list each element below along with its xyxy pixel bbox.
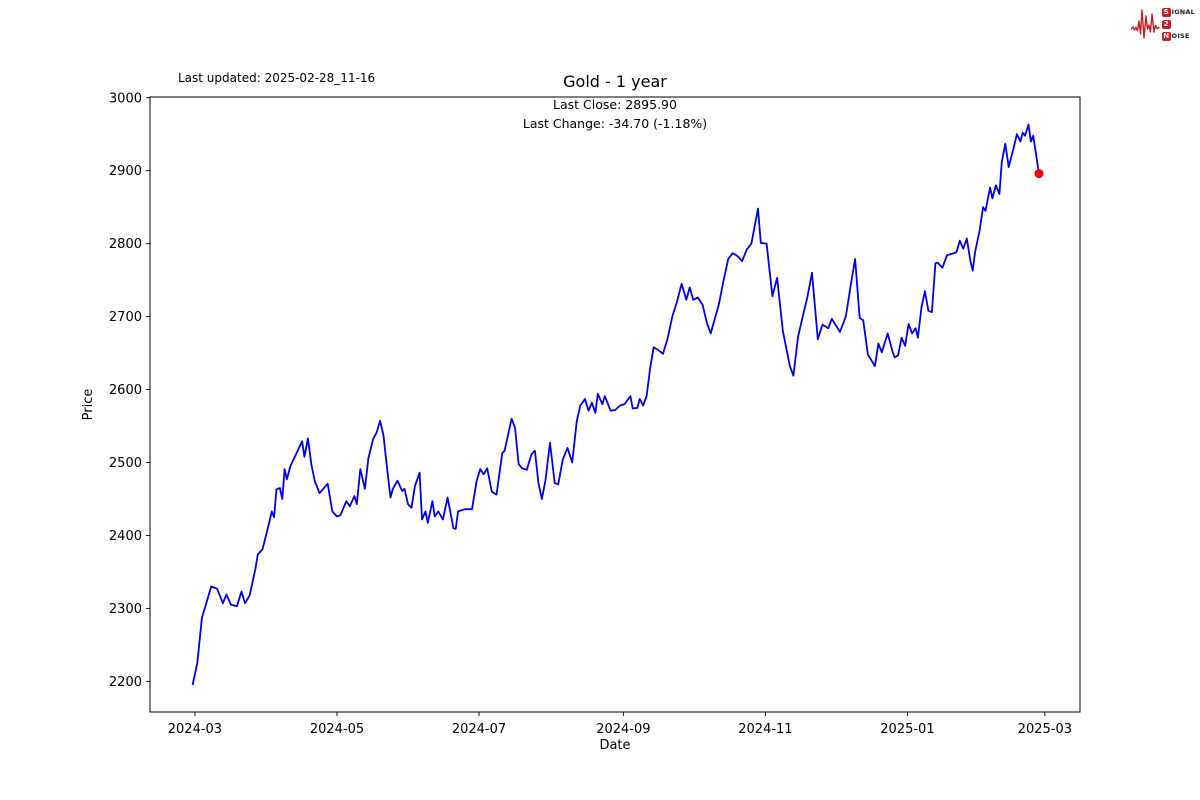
x-tick-label: 2024-11	[738, 722, 792, 737]
y-tick-label: 2800	[109, 237, 142, 252]
last-change-annotation: Last Change: -34.70 (-1.18%)	[522, 116, 708, 131]
y-axis-label: Price	[81, 389, 96, 421]
logo-badge-2: 2	[1161, 19, 1171, 29]
y-tick-label: 2300	[109, 602, 142, 617]
ecg-waveform-icon	[1130, 9, 1160, 39]
logo-row-2: 2	[1161, 19, 1195, 30]
x-tick-label: 2025-03	[1018, 722, 1072, 737]
logo-row-signal: S IGNAL	[1161, 7, 1195, 18]
y-tick-label: 2200	[109, 675, 142, 690]
x-tick-label: 2024-05	[310, 722, 364, 737]
price-line	[191, 123, 1040, 686]
y-tick-label: 2400	[109, 529, 142, 544]
x-tick-label: 2024-03	[168, 722, 222, 737]
logo-text: S IGNAL 2 N OISE	[1161, 7, 1195, 42]
y-tick-label: 2700	[109, 310, 142, 325]
last-close-annotation: Last Close: 2895.90	[553, 97, 677, 112]
axes-frame	[149, 96, 1081, 713]
logo-badge-n: N	[1161, 31, 1171, 41]
logo-badge-s: S	[1161, 7, 1171, 17]
x-tick-label: 2025-01	[880, 722, 934, 737]
logo-text-oise: OISE	[1171, 32, 1190, 40]
chart-title: Gold - 1 year	[563, 72, 667, 91]
y-tick-label: 2900	[109, 164, 142, 179]
y-tick-label: 2500	[109, 456, 142, 471]
x-tick-label: 2024-07	[452, 722, 506, 737]
signal2noise-logo: S IGNAL 2 N OISE	[1130, 5, 1195, 43]
last-updated-text: Last updated: 2025-02-28_11-16	[178, 71, 376, 85]
logo-text-ignal: IGNAL	[1171, 8, 1195, 16]
y-tick-label: 2600	[109, 383, 142, 398]
logo-row-noise: N OISE	[1161, 31, 1195, 42]
x-axis-label: Date	[599, 738, 630, 753]
x-tick-label: 2024-09	[596, 722, 650, 737]
y-tick-label: 3000	[109, 91, 142, 106]
last-price-marker	[1034, 169, 1044, 179]
